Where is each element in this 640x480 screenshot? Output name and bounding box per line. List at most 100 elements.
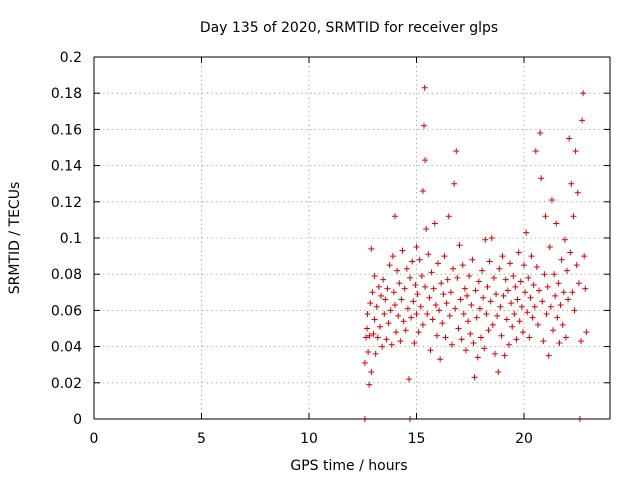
data-point [491, 350, 498, 357]
data-point [362, 334, 369, 341]
x-tick-label: 5 [197, 431, 206, 447]
data-point [392, 301, 398, 308]
data-point [513, 336, 520, 343]
data-point [511, 311, 518, 318]
data-point [484, 283, 491, 290]
y-tick-label: 0.06 [51, 303, 82, 319]
data-point [532, 148, 539, 155]
data-point [415, 329, 422, 336]
data-point [366, 381, 373, 388]
data-point [562, 334, 569, 341]
data-point [480, 294, 487, 301]
data-point [413, 244, 420, 251]
data-point [495, 368, 502, 375]
data-point [450, 265, 457, 272]
data-point [373, 303, 380, 310]
data-point [545, 352, 552, 359]
data-point [522, 289, 529, 296]
data-point [444, 276, 451, 283]
axis-ticks: 0 5 10 15 20 0 0.02 0.04 0.06 0.08 0.1 0.12 0.14 0.16… [51, 50, 610, 447]
data-point [419, 321, 426, 328]
data-point [550, 327, 557, 334]
data-point [365, 349, 372, 356]
y-tick-label: 0 [73, 412, 82, 428]
data-point [390, 289, 397, 296]
data-point [567, 249, 574, 256]
data-point [557, 301, 564, 308]
data-point [461, 285, 468, 292]
data-point [469, 256, 476, 263]
data-point [451, 180, 458, 187]
data-point [478, 334, 484, 341]
data-point [503, 316, 510, 323]
x-tick-label: 15 [408, 431, 426, 447]
data-point [505, 341, 512, 348]
data-point [548, 196, 555, 203]
data-point [571, 307, 578, 314]
data-point [537, 130, 544, 137]
data-point [413, 311, 420, 318]
data-point [368, 368, 375, 375]
data-point [399, 247, 406, 254]
data-point [381, 311, 388, 318]
data-point [475, 278, 482, 285]
data-point [473, 314, 480, 321]
data-point [541, 271, 548, 278]
data-point [417, 303, 424, 310]
y-tick-label: 0.12 [51, 195, 82, 211]
data-point [528, 253, 535, 260]
data-point [489, 321, 496, 328]
scatter-points [361, 84, 590, 422]
data-point [482, 236, 489, 243]
data-point [443, 300, 450, 307]
data-point [546, 244, 553, 251]
data-point [507, 260, 514, 267]
data-point [364, 325, 371, 332]
data-point [553, 220, 560, 227]
data-point [453, 148, 460, 155]
data-point [521, 262, 527, 269]
data-point [498, 332, 505, 339]
y-tick-label: 0.18 [51, 86, 82, 102]
data-point [369, 289, 376, 296]
data-point [367, 300, 374, 307]
data-point [393, 329, 400, 336]
data-point [524, 309, 531, 316]
data-point [410, 298, 417, 305]
y-tick-label: 0.04 [51, 340, 82, 356]
data-point [437, 356, 444, 363]
data-point [458, 336, 465, 343]
data-point [509, 323, 516, 330]
data-point [579, 117, 586, 124]
data-point [439, 320, 446, 327]
data-point [432, 301, 439, 308]
data-point [497, 303, 504, 310]
data-point [403, 265, 410, 272]
data-point [419, 187, 426, 194]
chart-title: Day 135 of 2020, SRMTID for receiver glp… [200, 20, 498, 36]
data-point [573, 262, 580, 269]
y-tick-label: 0.14 [51, 159, 82, 175]
data-point [504, 287, 511, 294]
data-point [570, 213, 577, 220]
data-point [466, 273, 473, 280]
data-point [559, 321, 566, 328]
data-point [526, 334, 533, 341]
data-point [427, 347, 434, 354]
data-point [445, 213, 452, 220]
data-point [394, 267, 401, 274]
data-point [368, 245, 375, 252]
data-point [533, 263, 540, 270]
data-point [502, 276, 509, 283]
data-point [456, 242, 463, 249]
data-point [387, 307, 394, 314]
data-point [569, 289, 576, 296]
data-point [508, 300, 515, 307]
data-point [411, 339, 418, 346]
data-point [400, 318, 407, 325]
data-point [418, 273, 425, 280]
y-tick-label: 0.16 [51, 122, 82, 138]
data-point [374, 334, 381, 341]
data-point [426, 294, 433, 301]
